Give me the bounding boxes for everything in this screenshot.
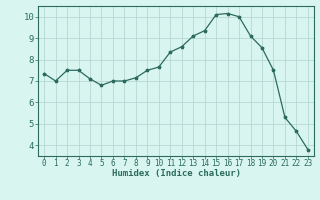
X-axis label: Humidex (Indice chaleur): Humidex (Indice chaleur) [111, 169, 241, 178]
